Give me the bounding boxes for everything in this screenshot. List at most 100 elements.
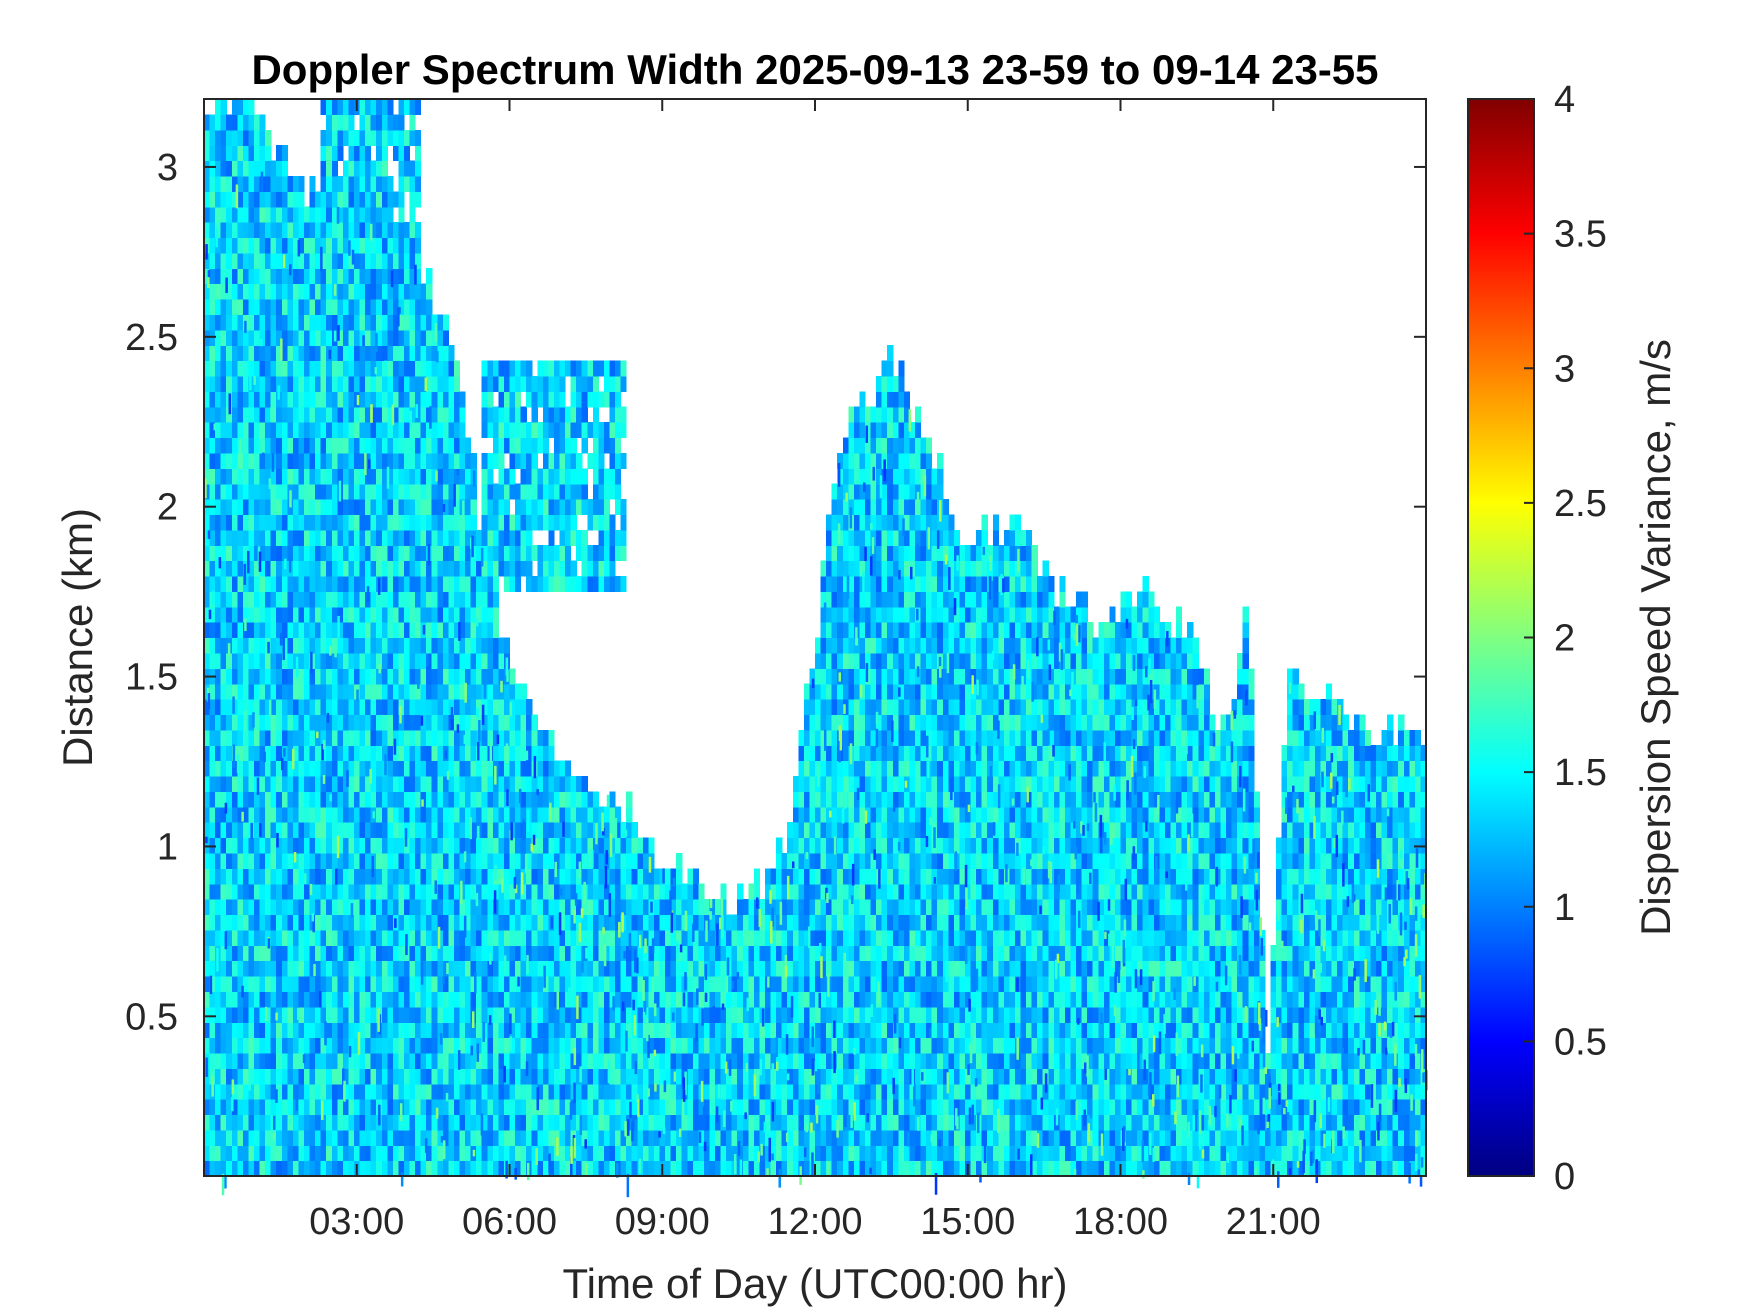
heatmap-cell [492,975,499,992]
heatmap-cell [726,929,733,946]
heatmap-cell [448,883,455,900]
heatmap-cell [481,499,488,516]
heatmap-cell [320,714,327,731]
heatmap-cell [392,268,399,285]
heatmap-cell [226,575,233,592]
heatmap-cell [459,899,466,916]
heatmap-cell [237,975,244,992]
heatmap-cell [265,160,272,177]
heatmap-cell [403,883,411,900]
heatmap-cell [209,822,216,839]
heatmap-cell [498,360,505,377]
heatmap-cell [709,1099,716,1116]
heatmap-cell [676,975,683,992]
heatmap-cell [459,837,466,854]
heatmap-cell [415,545,422,562]
heatmap-cell [570,1160,577,1177]
heatmap-cell [665,1068,672,1085]
heatmap-cell [337,222,344,239]
heatmap-cell [381,560,388,577]
heatmap-cell [442,529,449,546]
heatmap-cell [276,314,283,331]
heatmap-cell [276,852,283,869]
heatmap-cell [459,406,466,423]
heatmap-cell [315,560,322,577]
heatmap-cell [392,1099,399,1116]
heatmap-cell [765,929,772,946]
heatmap-cell [298,745,305,762]
heatmap-cell [309,345,316,362]
heatmap-cell [726,975,733,992]
heatmap-cell [426,775,433,792]
heatmap-cell [376,1145,383,1162]
heatmap-cell [392,883,399,900]
heatmap-cell [465,683,472,700]
heatmap-cell [692,1099,699,1116]
heatmap-cell [553,391,561,408]
heatmap-cell [309,268,316,285]
heatmap-cell [353,237,361,254]
heatmap-cell [309,1114,316,1131]
heatmap-cell [248,560,255,577]
heatmap-cell [576,1129,583,1146]
heatmap-cell [537,1160,544,1177]
heatmap-cell [459,975,466,992]
heatmap-cell [426,314,433,331]
heatmap-cell [442,606,449,623]
heatmap-cell [648,945,655,962]
heatmap-cell [259,252,266,269]
heatmap-cell [348,760,355,777]
heatmap-cell [303,299,311,315]
heatmap-cell [465,791,472,808]
heatmap-cell [553,760,561,777]
heatmap-cell [570,975,577,992]
heatmap-cell [415,175,422,192]
heatmap-cell [287,899,294,916]
heatmap-cell [403,852,411,869]
heatmap-cell [453,883,461,900]
heatmap-cell [781,1006,788,1023]
heatmap-cell [492,1052,499,1069]
heatmap-cell [353,206,361,223]
heatmap-cell [253,529,261,546]
heatmap-cell [231,883,238,900]
heatmap-cell [253,360,261,377]
heatmap-cell [687,1129,694,1146]
heatmap-cell [398,1006,405,1023]
heatmap-cell [398,622,405,639]
heatmap-cell [403,283,411,300]
heatmap-cell [320,945,327,962]
heatmap-cell [520,1006,527,1023]
heatmap-cell [542,560,549,577]
heatmap-cell [492,991,499,1008]
heatmap-cell [276,299,283,315]
heatmap-cell [798,914,805,931]
heatmap-cell [409,452,416,469]
heatmap-cell [331,683,338,700]
heatmap-cell [226,483,233,500]
heatmap-cell [253,991,261,1008]
heatmap-cell [409,945,416,962]
heatmap-cell [520,1037,527,1054]
heatmap-cell [331,822,338,839]
heatmap-cell [681,945,688,962]
heatmap-cell [492,499,499,516]
heatmap-cell [648,991,655,1008]
heatmap-cell [320,237,327,254]
heatmap-cell [209,222,216,239]
heatmap-cell [231,606,238,623]
heatmap-cell [531,914,538,931]
heatmap-cell [576,1006,583,1023]
heatmap-cell [353,514,361,531]
heatmap-cell [787,945,794,962]
heatmap-cell [315,1099,322,1116]
heatmap-cell [320,806,327,823]
heatmap-cell [431,960,438,977]
heatmap-cell [765,914,772,931]
heatmap-cell [315,760,322,777]
heatmap-cell [292,406,300,423]
heatmap-cell [620,852,627,869]
heatmap-cell [753,975,761,992]
heatmap-cell [259,606,266,623]
heatmap-cell [215,745,222,762]
